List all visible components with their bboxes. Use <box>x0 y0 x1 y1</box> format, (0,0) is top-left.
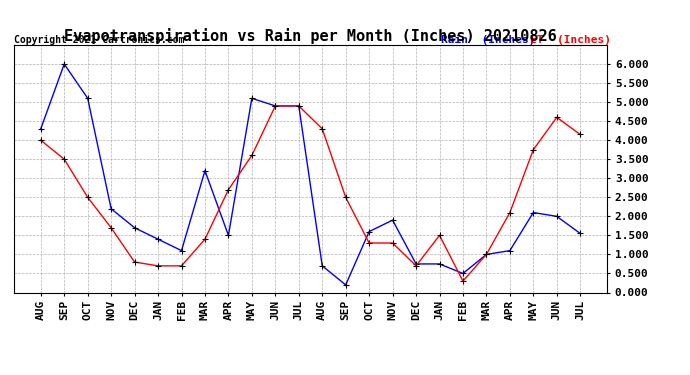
Text: Rain  (Inches): Rain (Inches) <box>441 35 535 45</box>
Text: Copyright 2021 Cartronics.com: Copyright 2021 Cartronics.com <box>14 35 184 45</box>
Text: ET  (Inches): ET (Inches) <box>530 35 611 45</box>
Title: Evapotranspiration vs Rain per Month (Inches) 20210826: Evapotranspiration vs Rain per Month (In… <box>64 28 557 44</box>
